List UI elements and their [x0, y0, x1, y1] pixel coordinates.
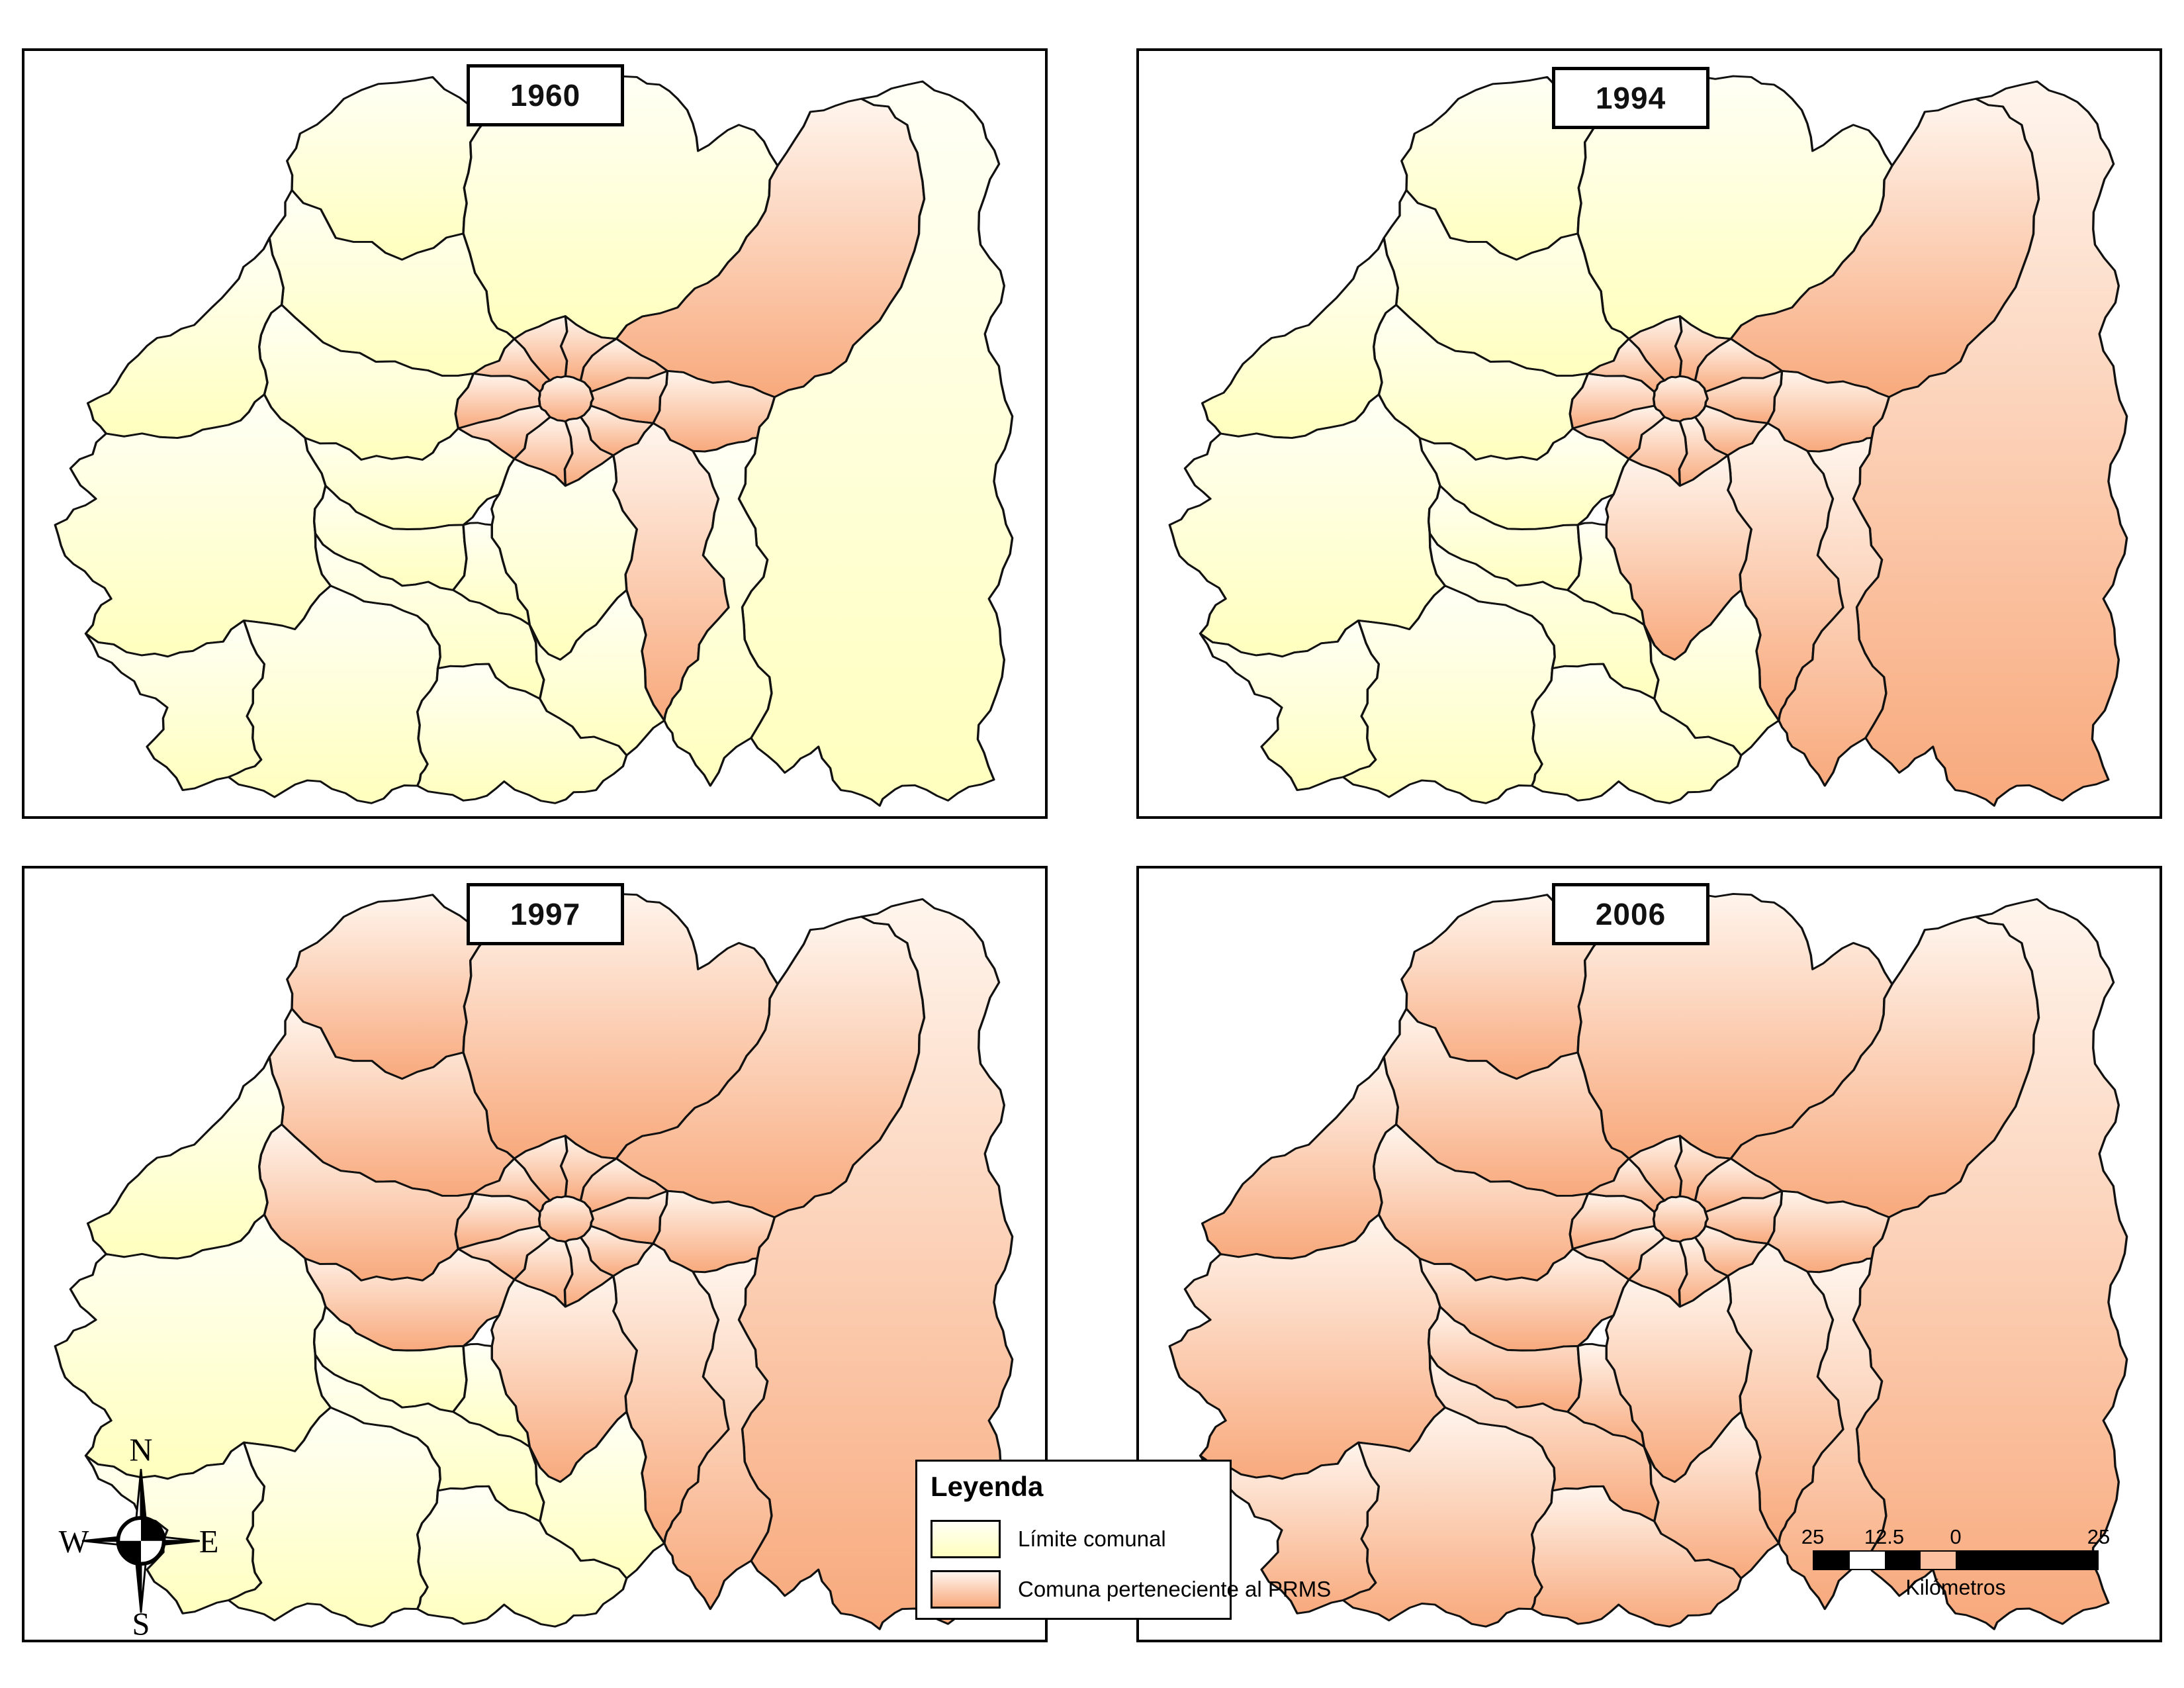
commune-core-wedge-9 — [513, 315, 569, 382]
scale-label-mid: 12.5 — [1864, 1525, 1905, 1548]
commune-melipilla — [1168, 393, 1447, 658]
commune-melipilla — [54, 393, 332, 658]
commune-pirque — [663, 437, 773, 787]
commune-map-1960 — [54, 71, 1014, 807]
legend-item-label: Comuna perteneciente al PRMS — [1018, 1577, 1332, 1601]
commune-pirque — [663, 1257, 773, 1611]
commune-map-1997 — [54, 889, 1014, 1630]
compass-w-label: W — [59, 1524, 89, 1560]
scale-segment — [1814, 1552, 1850, 1569]
panel-year-label: 1960 — [510, 78, 581, 113]
scale-bar-segments — [1813, 1550, 2099, 1570]
commune-core-wedge-9 — [513, 1135, 569, 1202]
commune-san-jose-de-maipo — [1852, 898, 2128, 1630]
compass-s-label: S — [132, 1607, 150, 1636]
legend-title: Leyenda — [931, 1471, 1044, 1502]
scale-segment — [1849, 1552, 1885, 1569]
panel-title-box-1994: 1994 — [1552, 67, 1709, 129]
legend: Leyenda Límite comunal Comuna pertenecie… — [915, 1460, 1331, 1620]
panel-year-label: 1997 — [510, 897, 581, 931]
panel-title-box-2006: 2006 — [1552, 883, 1709, 945]
scale-bar: 25 12.5 0 25 Kilómetros — [1801, 1525, 2110, 1600]
scale-label-zero: 0 — [1950, 1525, 1962, 1548]
commune-san-jose-de-maipo — [737, 80, 1014, 807]
legend-item-limite: Límite comunal — [931, 1520, 1230, 1558]
commune-san-jose-de-maipo — [737, 898, 1014, 1630]
scale-label-right: 25 — [2087, 1525, 2111, 1548]
commune-san-jose-de-maipo — [1852, 80, 2128, 807]
panel-title-box-1997: 1997 — [467, 883, 624, 945]
panel-title-box-1960: 1960 — [467, 64, 624, 126]
scale-label-left: 25 — [1801, 1525, 1825, 1548]
panel-year-label: 2006 — [1595, 897, 1666, 931]
compass-n-label: N — [130, 1438, 153, 1468]
commune-pirque — [1778, 437, 1888, 787]
commune-paine — [416, 663, 628, 804]
commune-map-1994 — [1168, 71, 2128, 807]
commune-melipilla — [1168, 1213, 1447, 1480]
commune-paine — [416, 1485, 628, 1628]
compass-rose: N S W E — [48, 1433, 234, 1640]
scale-segment — [1956, 1552, 2097, 1569]
commune-map-2006 — [1168, 889, 2128, 1630]
map-panel-2006: 2006 25 12.5 0 25 Kilómetros — [1136, 866, 2162, 1642]
commune-core-wedge-9 — [1627, 315, 1683, 382]
compass-e-label: E — [199, 1524, 219, 1560]
map-panel-1960: 1960 — [22, 48, 1048, 819]
limite-comunal-swatch — [931, 1520, 1001, 1558]
scale-unit-label: Kilómetros — [1905, 1575, 2006, 1599]
comuna-prms-swatch — [931, 1570, 1001, 1609]
legend-item-prms: Comuna perteneciente al PRMS — [931, 1570, 1331, 1609]
commune-pirque — [1778, 1257, 1888, 1611]
map-panel-1994: 1994 — [1136, 48, 2162, 819]
commune-core-wedge-9 — [1627, 1135, 1683, 1202]
legend-item-label: Límite comunal — [1018, 1526, 1166, 1551]
scale-segment — [1920, 1552, 1956, 1569]
map-panel-1997: 1997 N — [22, 866, 1048, 1642]
commune-paine — [1530, 663, 1743, 804]
scale-segment — [1885, 1552, 1921, 1569]
panel-year-label: 1994 — [1595, 81, 1666, 115]
scale-bar-labels: 25 12.5 0 25 — [1801, 1525, 2110, 1550]
compass-rose-graphic: N S W E — [59, 1433, 219, 1640]
commune-paine — [1530, 1485, 1743, 1628]
